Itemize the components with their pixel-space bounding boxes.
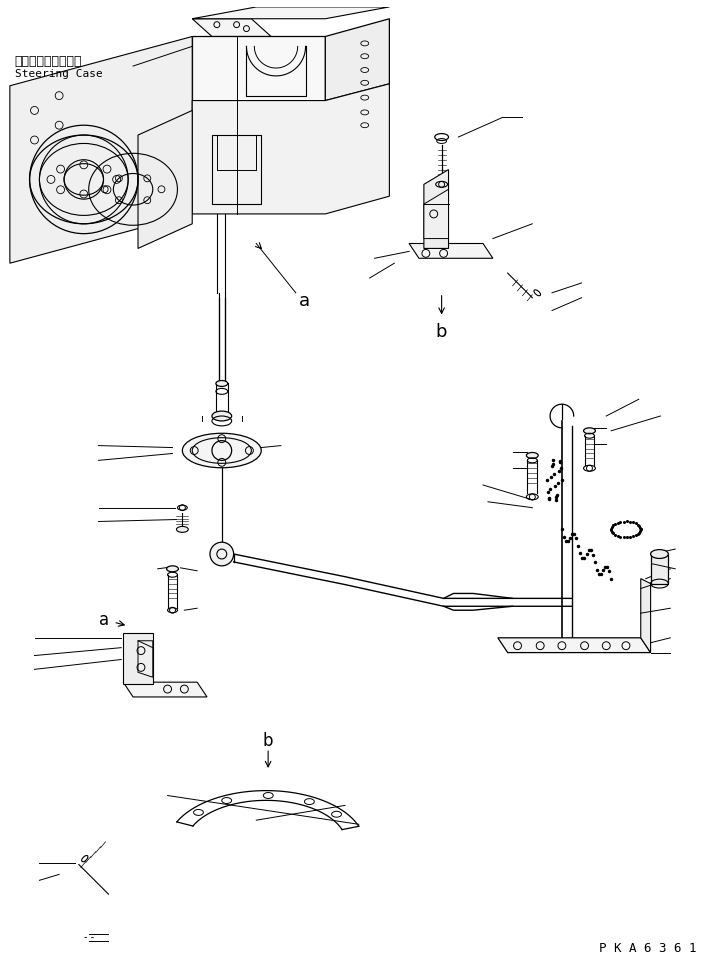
Ellipse shape bbox=[167, 566, 178, 572]
Polygon shape bbox=[192, 7, 390, 18]
Ellipse shape bbox=[183, 434, 261, 468]
Polygon shape bbox=[192, 84, 390, 214]
Polygon shape bbox=[325, 18, 390, 100]
Polygon shape bbox=[498, 638, 651, 652]
Ellipse shape bbox=[216, 380, 228, 387]
Text: a: a bbox=[99, 611, 109, 629]
Text: b: b bbox=[436, 324, 447, 341]
Text: b: b bbox=[263, 732, 273, 750]
Text: ステアリングケース: ステアリングケース bbox=[15, 54, 82, 68]
Polygon shape bbox=[10, 37, 192, 263]
Polygon shape bbox=[123, 633, 153, 684]
Polygon shape bbox=[138, 111, 192, 249]
Polygon shape bbox=[424, 190, 449, 238]
Polygon shape bbox=[123, 682, 207, 697]
Polygon shape bbox=[651, 554, 669, 583]
Text: Steering Case: Steering Case bbox=[15, 69, 103, 79]
Circle shape bbox=[210, 542, 234, 566]
Polygon shape bbox=[409, 244, 493, 259]
Polygon shape bbox=[192, 37, 325, 100]
Polygon shape bbox=[192, 18, 271, 37]
Ellipse shape bbox=[176, 527, 188, 533]
Polygon shape bbox=[424, 169, 449, 249]
Text: - -: - - bbox=[84, 932, 94, 943]
Ellipse shape bbox=[212, 411, 232, 421]
Polygon shape bbox=[641, 578, 651, 652]
Ellipse shape bbox=[526, 453, 539, 459]
Polygon shape bbox=[138, 641, 153, 677]
Text: P K A 6 3 6 1: P K A 6 3 6 1 bbox=[600, 942, 697, 955]
Ellipse shape bbox=[584, 428, 595, 434]
Ellipse shape bbox=[651, 549, 669, 559]
Text: a: a bbox=[298, 292, 310, 310]
